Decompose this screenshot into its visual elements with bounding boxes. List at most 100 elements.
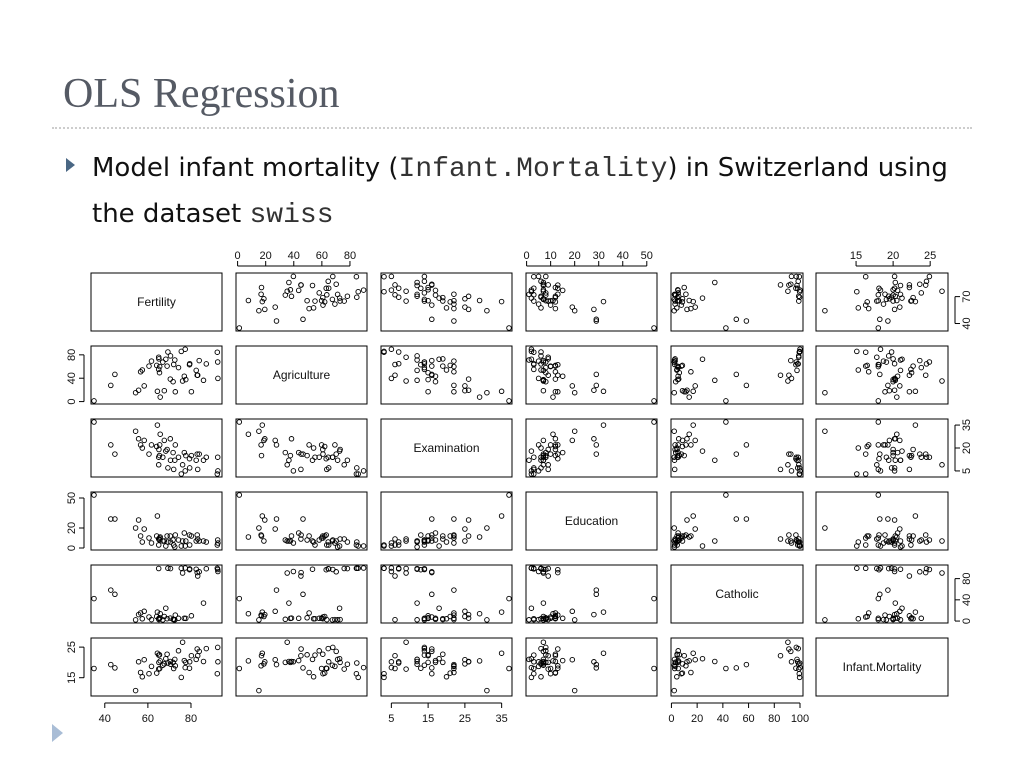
data-point: [906, 573, 913, 579]
data-point: [528, 356, 535, 362]
data-point: [344, 293, 351, 299]
data-point: [214, 349, 221, 355]
data-point: [167, 539, 174, 545]
data-point: [324, 616, 330, 623]
data-point: [540, 639, 547, 645]
data-point: [414, 291, 420, 298]
data-point: [139, 616, 146, 622]
panel-Education-vs-Fertility: [90, 491, 223, 551]
data-point: [683, 532, 689, 538]
data-point: [822, 617, 828, 623]
data-point: [555, 455, 561, 462]
data-point: [425, 659, 431, 666]
panel-Fertility-vs-Education: [525, 272, 658, 332]
data-point: [785, 538, 791, 544]
data-point: [312, 652, 318, 658]
data-point: [796, 670, 803, 677]
data-point: [418, 566, 424, 573]
data-point: [862, 471, 869, 477]
data-point: [552, 658, 559, 665]
data-point: [674, 445, 680, 451]
data-point: [170, 449, 176, 456]
data-point: [678, 670, 685, 677]
data-point: [862, 565, 869, 572]
data-point: [421, 662, 428, 668]
data-point: [531, 465, 537, 471]
data-point: [309, 282, 316, 289]
data-point: [864, 443, 870, 450]
data-point: [794, 465, 801, 471]
data-point: [531, 670, 537, 677]
data-point: [353, 670, 360, 677]
bullet-text-part-1: Model infant mortality (: [92, 153, 399, 183]
data-point: [531, 349, 537, 355]
data-point: [344, 565, 351, 572]
data-point: [132, 428, 139, 434]
data-point: [891, 568, 898, 575]
data-point: [403, 639, 409, 645]
data-point: [793, 273, 800, 280]
data-point: [923, 454, 930, 460]
data-point: [547, 451, 554, 457]
data-point: [788, 659, 795, 665]
data-point: [679, 437, 686, 444]
data-point: [163, 448, 169, 454]
data-point: [336, 605, 343, 611]
data-point: [429, 591, 435, 598]
data-point: [421, 278, 428, 285]
data-point: [381, 349, 387, 355]
data-point: [286, 457, 292, 463]
data-point: [888, 465, 895, 471]
data-point: [388, 565, 395, 571]
data-point: [193, 457, 199, 463]
data-point: [786, 532, 792, 538]
data-point: [392, 292, 398, 298]
data-point: [295, 657, 302, 664]
data-point: [923, 278, 930, 285]
data-point: [141, 383, 147, 389]
data-point: [552, 669, 559, 676]
data-point: [540, 661, 547, 667]
data-point: [318, 442, 325, 448]
data-point: [181, 373, 188, 379]
data-point: [440, 356, 446, 362]
data-point: [156, 369, 163, 376]
data-point: [429, 532, 435, 538]
data-point: [167, 565, 174, 572]
data-point: [733, 516, 740, 522]
tick-label-top: 80: [344, 250, 356, 262]
data-point: [179, 378, 186, 384]
data-point: [236, 419, 243, 425]
data-point: [877, 316, 883, 323]
data-point: [161, 538, 168, 544]
data-point: [672, 659, 678, 666]
data-point: [282, 616, 289, 623]
data-point: [908, 452, 915, 459]
data-point: [436, 605, 442, 611]
data-point: [154, 422, 161, 428]
data-point: [794, 659, 801, 665]
data-point: [258, 291, 264, 297]
data-point: [862, 542, 869, 548]
data-point: [421, 366, 428, 373]
data-point: [545, 652, 551, 659]
data-point: [334, 291, 341, 298]
data-point: [671, 361, 678, 368]
data-point: [298, 451, 304, 457]
data-point: [414, 367, 420, 374]
data-point: [559, 373, 566, 379]
data-point: [295, 615, 302, 622]
tick-label-right: 40: [961, 317, 973, 329]
data-point: [535, 273, 542, 280]
data-point: [258, 652, 265, 659]
data-point: [440, 298, 446, 304]
data-point: [506, 325, 512, 331]
data-point: [429, 516, 435, 522]
data-point: [543, 364, 549, 371]
data-point: [796, 462, 802, 468]
data-point: [215, 568, 221, 575]
data-point: [272, 437, 278, 444]
data-point: [388, 375, 395, 382]
data-point: [164, 651, 170, 657]
data-point: [309, 566, 316, 572]
